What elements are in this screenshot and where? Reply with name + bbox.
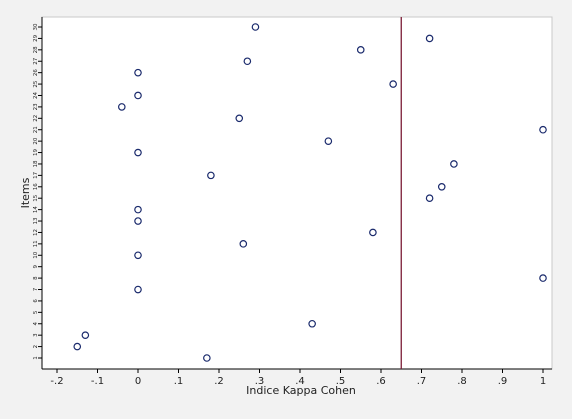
y-tick-label: 27 <box>33 57 39 64</box>
y-tick-label: 2 <box>33 345 39 349</box>
data-point <box>243 57 252 66</box>
data-point <box>425 194 434 203</box>
data-point <box>81 331 90 339</box>
x-tick-label: 1 <box>540 376 546 387</box>
x-tick-label: .1 <box>174 376 184 387</box>
data-point <box>450 160 458 168</box>
y-tick-label: 3 <box>33 333 39 337</box>
y-tick-label: 10 <box>33 251 39 258</box>
y-tick-label: 29 <box>33 34 39 41</box>
x-tick-label: .9 <box>498 376 508 387</box>
y-tick-label: 30 <box>33 23 39 30</box>
x-tick-label: 0 <box>135 376 141 387</box>
y-axis-label: Items <box>19 177 32 208</box>
y-tick-label: 12 <box>33 229 39 236</box>
data-points <box>73 23 547 362</box>
y-tick-label: 8 <box>33 276 39 280</box>
data-point <box>235 114 244 123</box>
x-axis-ticks: -.2 -.1 0 .1 .2 .3 .4 .5 .6 .7 .8 .9 1 <box>50 369 546 387</box>
y-tick-label: 4 <box>33 322 39 326</box>
y-tick-label: 23 <box>33 103 39 110</box>
data-point <box>134 148 142 157</box>
y-tick-label: 22 <box>33 115 39 122</box>
x-tick-label: -.1 <box>91 376 104 387</box>
y-tick-label: 5 <box>33 310 39 314</box>
data-point <box>308 319 316 328</box>
y-tick-label: 15 <box>33 194 39 201</box>
data-point <box>134 205 142 214</box>
data-point <box>134 91 142 100</box>
data-point <box>207 171 215 180</box>
data-point <box>134 68 142 77</box>
data-point <box>134 217 142 225</box>
data-point <box>251 23 260 31</box>
x-axis-label: Indice Kappa Cohen <box>246 384 356 397</box>
y-tick-label: 14 <box>33 206 39 213</box>
y-tick-label: 17 <box>33 171 39 178</box>
data-point <box>73 342 82 351</box>
y-tick-label: 11 <box>33 240 39 247</box>
y-tick-label: 16 <box>33 183 39 190</box>
x-tick-label: .5 <box>336 376 346 387</box>
data-point <box>118 103 126 111</box>
x-tick-label: .4 <box>295 376 305 387</box>
y-tick-label: 6 <box>33 299 39 303</box>
x-tick-label: .6 <box>376 376 386 387</box>
data-point <box>324 137 333 145</box>
data-point <box>539 274 547 282</box>
data-point <box>389 80 397 88</box>
data-point <box>425 34 434 43</box>
data-point <box>239 240 248 248</box>
data-point <box>134 285 142 294</box>
x-tick-label: .7 <box>417 376 427 387</box>
data-point <box>356 46 365 54</box>
y-tick-label: 7 <box>33 287 39 291</box>
y-tick-label: 25 <box>33 80 39 87</box>
y-tick-label: 21 <box>33 126 39 133</box>
data-point <box>437 182 446 191</box>
y-tick-label: 28 <box>33 46 39 53</box>
plot-area <box>41 16 553 370</box>
y-axis-ticks: 1234567891011121314151617181920212223242… <box>33 23 42 360</box>
y-tick-label: 9 <box>33 264 39 268</box>
data-point <box>134 251 142 260</box>
data-point <box>369 228 377 237</box>
y-tick-label: 1 <box>33 356 39 360</box>
data-point <box>539 125 547 134</box>
x-tick-label: -.2 <box>50 376 63 387</box>
x-tick-label: .3 <box>255 376 265 387</box>
y-tick-label: 20 <box>33 137 39 144</box>
y-tick-label: 24 <box>33 91 39 98</box>
y-tick-label: 19 <box>33 149 39 156</box>
x-tick-label: .2 <box>214 376 224 387</box>
y-tick-label: 26 <box>33 69 39 76</box>
x-tick-label: .8 <box>457 376 467 387</box>
y-tick-label: 13 <box>33 217 39 224</box>
y-tick-label: 18 <box>33 160 39 167</box>
data-point <box>203 354 211 362</box>
